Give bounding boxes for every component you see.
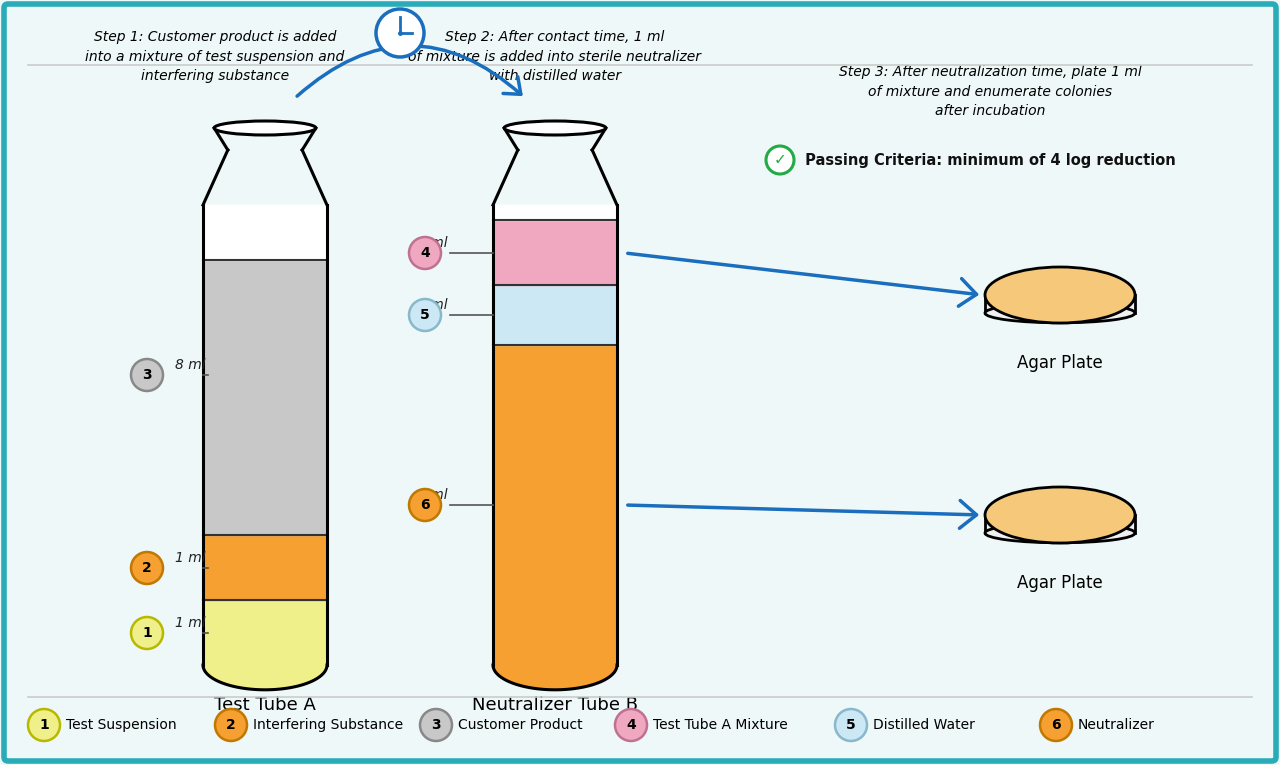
- Circle shape: [614, 709, 646, 741]
- Text: Agar Plate: Agar Plate: [1018, 574, 1103, 592]
- Bar: [493, 345, 617, 665]
- Text: 1: 1: [142, 626, 152, 640]
- Text: Step 3: After neutralization time, plate 1 ml
of mixture and enumerate colonies
: Step 3: After neutralization time, plate…: [838, 65, 1142, 118]
- Circle shape: [835, 709, 867, 741]
- Ellipse shape: [986, 487, 1135, 543]
- Bar: [204, 535, 326, 600]
- Text: 6: 6: [1051, 718, 1061, 732]
- Circle shape: [410, 237, 442, 269]
- Bar: [204, 260, 326, 535]
- Text: 1 ml: 1 ml: [417, 236, 448, 250]
- Ellipse shape: [986, 267, 1135, 323]
- Text: 6: 6: [420, 498, 430, 512]
- Bar: [493, 205, 617, 665]
- Ellipse shape: [214, 121, 316, 135]
- Text: Neutralizer Tube B: Neutralizer Tube B: [472, 696, 637, 714]
- Text: Neutralizer: Neutralizer: [1078, 718, 1155, 732]
- Bar: [204, 205, 326, 665]
- Circle shape: [1039, 709, 1073, 741]
- Bar: [986, 515, 1135, 533]
- Text: Test Tube A Mixture: Test Tube A Mixture: [653, 718, 787, 732]
- Text: Step 2: After contact time, 1 ml
of mixture is added into sterile neutralizer
wi: Step 2: After contact time, 1 ml of mixt…: [408, 30, 701, 83]
- Circle shape: [131, 552, 163, 584]
- Text: 4: 4: [420, 246, 430, 260]
- Ellipse shape: [986, 303, 1135, 323]
- Circle shape: [215, 709, 247, 741]
- Circle shape: [410, 489, 442, 521]
- Text: Distilled Water: Distilled Water: [873, 718, 975, 732]
- Text: 8 ml: 8 ml: [175, 358, 206, 372]
- FancyArrowPatch shape: [297, 46, 521, 96]
- Text: 1 ml: 1 ml: [417, 298, 448, 312]
- Text: 1 ml: 1 ml: [175, 616, 206, 630]
- Circle shape: [131, 359, 163, 391]
- Text: 5: 5: [420, 308, 430, 322]
- Circle shape: [410, 299, 442, 331]
- Text: 2: 2: [142, 561, 152, 575]
- Text: 3: 3: [431, 718, 440, 732]
- Text: ✓: ✓: [773, 152, 786, 168]
- Text: 1: 1: [40, 718, 49, 732]
- Ellipse shape: [493, 640, 617, 690]
- FancyBboxPatch shape: [4, 4, 1276, 761]
- Ellipse shape: [204, 640, 326, 690]
- Circle shape: [376, 9, 424, 57]
- Text: 5: 5: [846, 718, 856, 732]
- Circle shape: [28, 709, 60, 741]
- Text: 2: 2: [227, 718, 236, 732]
- Bar: [493, 205, 617, 220]
- Bar: [493, 220, 617, 285]
- Ellipse shape: [986, 523, 1135, 543]
- Ellipse shape: [493, 640, 617, 690]
- Circle shape: [131, 617, 163, 649]
- Bar: [204, 205, 326, 260]
- Text: Customer Product: Customer Product: [458, 718, 582, 732]
- Text: 1 ml: 1 ml: [175, 551, 206, 565]
- Bar: [493, 285, 617, 345]
- Circle shape: [765, 146, 794, 174]
- Ellipse shape: [504, 121, 605, 135]
- Text: 4: 4: [626, 718, 636, 732]
- Text: Step 1: Customer product is added
into a mixture of test suspension and
interfer: Step 1: Customer product is added into a…: [86, 30, 344, 83]
- Text: 3: 3: [142, 368, 152, 382]
- Text: 8 ml: 8 ml: [417, 488, 448, 502]
- FancyArrowPatch shape: [627, 253, 977, 306]
- FancyArrowPatch shape: [627, 500, 977, 529]
- Ellipse shape: [204, 640, 326, 690]
- Text: Passing Criteria: minimum of 4 log reduction: Passing Criteria: minimum of 4 log reduc…: [800, 152, 1176, 168]
- Text: Interfering Substance: Interfering Substance: [253, 718, 403, 732]
- Circle shape: [420, 709, 452, 741]
- Text: Test Tube A: Test Tube A: [214, 696, 316, 714]
- Bar: [986, 295, 1135, 313]
- Text: Agar Plate: Agar Plate: [1018, 354, 1103, 372]
- Text: Test Suspension: Test Suspension: [67, 718, 177, 732]
- Bar: [204, 600, 326, 665]
